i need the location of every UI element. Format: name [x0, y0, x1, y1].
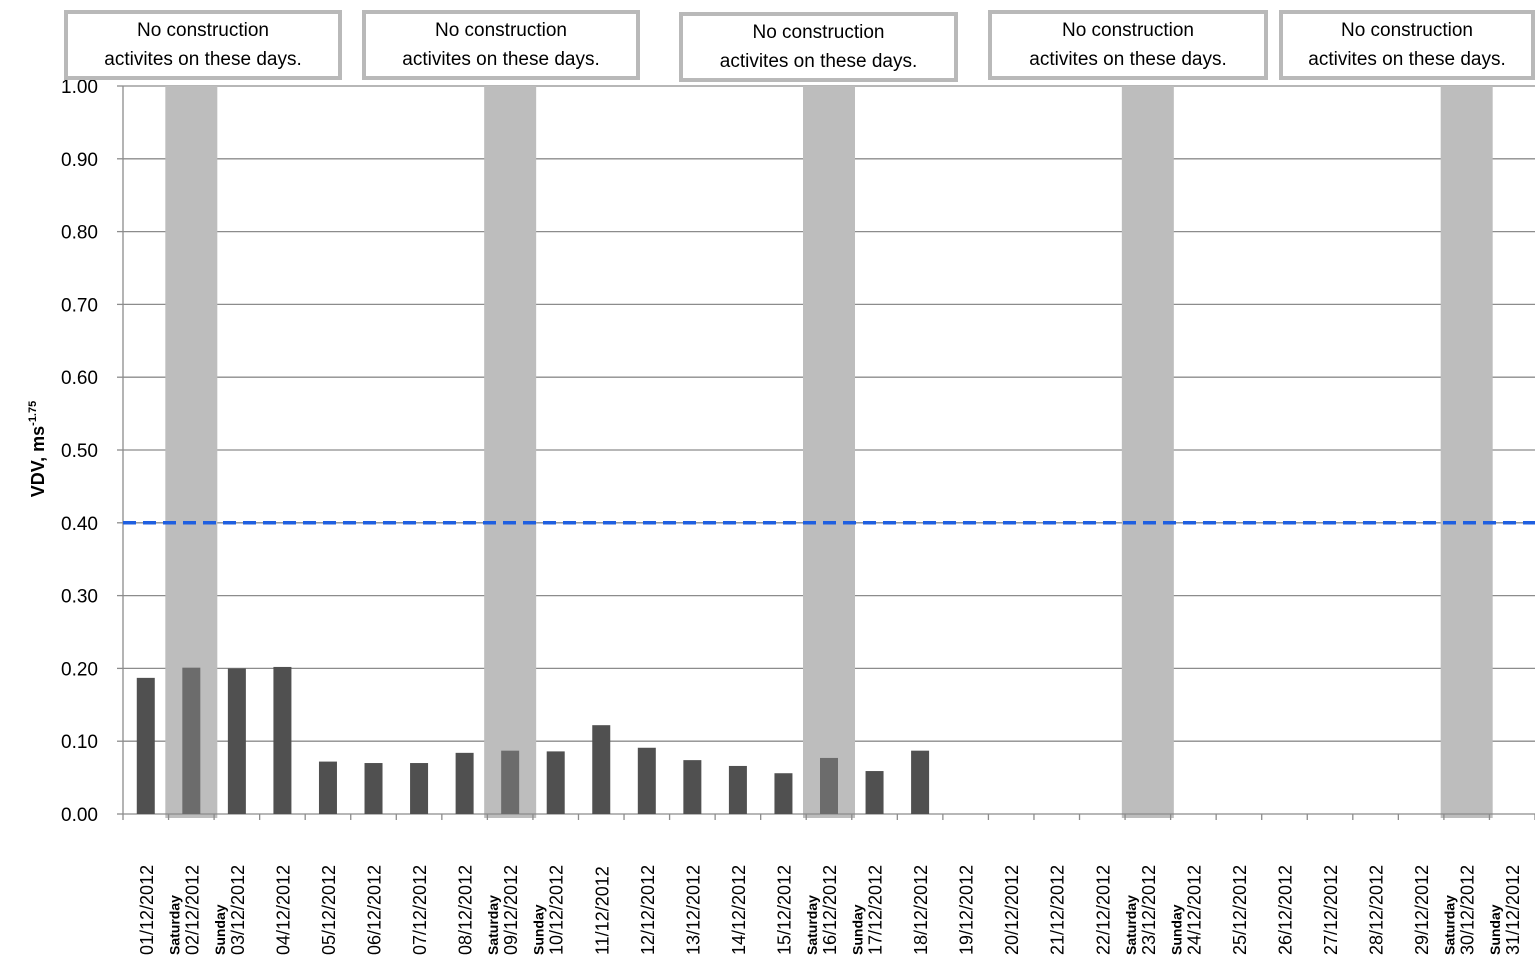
- x-tick-label: 27/12/2012: [1321, 865, 1341, 955]
- x-tick-label: 26/12/2012: [1275, 865, 1295, 955]
- no-construction-callout-4: No construction activites on these days.: [988, 10, 1268, 80]
- bar: [592, 725, 611, 814]
- bar: [501, 750, 520, 814]
- x-tick-label: 06/12/2012: [365, 865, 385, 955]
- bar: [546, 751, 565, 814]
- no-construction-callout-5: No construction activites on these days.: [1279, 10, 1535, 80]
- no-construction-callout-2: No construction activites on these days.: [362, 10, 640, 80]
- x-tick-label: 15/12/2012: [774, 865, 794, 955]
- x-tick-label: 22/12/2012: [1093, 865, 1113, 955]
- x-tick-label: 12/12/2012: [638, 865, 658, 955]
- bar: [273, 666, 292, 814]
- x-tick-label: 17/12/2012: [866, 865, 886, 955]
- bar: [911, 750, 930, 814]
- x-tick-label: 29/12/2012: [1412, 865, 1432, 955]
- bar: [364, 763, 383, 814]
- x-tick-label: 09/12/2012: [501, 865, 521, 955]
- callout-line-2: activites on these days.: [1308, 49, 1506, 70]
- weekday-label: Sunday: [1487, 904, 1503, 955]
- weekday-label: Saturday: [485, 895, 501, 955]
- y-axis-title: VDV, ms-1.75: [27, 401, 48, 497]
- weekday-label: Saturday: [804, 895, 820, 955]
- y-axis-title-superscript: -1.75: [27, 401, 39, 426]
- bar: [683, 760, 702, 814]
- bar: [136, 677, 155, 814]
- weekday-label: Saturday: [1442, 895, 1458, 955]
- weekday-label: Saturday: [166, 895, 182, 955]
- callout-line-2: activites on these days.: [1029, 49, 1227, 70]
- bar: [318, 761, 337, 814]
- x-tick-label: 04/12/2012: [273, 865, 293, 955]
- y-tick-label: 0.30: [61, 587, 98, 608]
- x-tick-label: 24/12/2012: [1184, 865, 1204, 955]
- x-tick-label: 01/12/2012: [137, 865, 157, 955]
- y-tick-label: 0.60: [61, 368, 98, 389]
- x-tick-label: 14/12/2012: [729, 865, 749, 955]
- bar: [865, 771, 884, 814]
- x-tick-label: 07/12/2012: [410, 865, 430, 955]
- bar: [410, 763, 429, 814]
- x-tick-label: 20/12/2012: [1002, 865, 1022, 955]
- callout-line-2: activites on these days.: [402, 49, 600, 70]
- weekend-shade: [1440, 86, 1493, 818]
- weekday-label: Sunday: [531, 904, 547, 955]
- bar: [774, 773, 793, 814]
- callout-line-1: No construction: [136, 20, 269, 41]
- x-tick-label: 18/12/2012: [911, 865, 931, 955]
- y-axis-title-main: VDV, ms: [28, 426, 48, 497]
- y-tick-label: 0.70: [61, 295, 98, 316]
- x-tick-label: 19/12/2012: [957, 865, 977, 955]
- bar: [455, 752, 474, 814]
- y-tick-label: 0.80: [61, 223, 98, 244]
- no-construction-callout-1: No construction activites on these days.: [64, 10, 342, 80]
- x-tick-label: 23/12/2012: [1139, 865, 1159, 955]
- weekend-shade: [484, 86, 537, 818]
- x-tick-label: 28/12/2012: [1367, 865, 1387, 955]
- x-tick-label: 10/12/2012: [547, 865, 567, 955]
- x-tick-label: 16/12/2012: [820, 865, 840, 955]
- weekday-label: Sunday: [1168, 904, 1184, 955]
- y-tick-label: 0.90: [61, 150, 98, 171]
- y-tick-label: 0.50: [61, 441, 98, 462]
- callout-line-2: activites on these days.: [104, 49, 302, 70]
- y-tick-label: 0.20: [61, 659, 98, 680]
- x-tick-label: 02/12/2012: [182, 865, 202, 955]
- no-construction-callout-3: No construction activites on these days.: [679, 12, 958, 82]
- x-tick-label: 25/12/2012: [1230, 865, 1250, 955]
- callout-line-1: No construction: [1340, 20, 1473, 41]
- callout-line-1: No construction: [434, 20, 567, 41]
- bar: [637, 747, 656, 814]
- callout-line-2: activites on these days.: [719, 51, 918, 72]
- weekend-shade: [1121, 86, 1174, 818]
- y-tick-label: 0.00: [61, 805, 98, 826]
- bar: [182, 667, 201, 814]
- x-tick-label: 21/12/2012: [1048, 865, 1068, 955]
- weekday-label: Sunday: [212, 904, 228, 955]
- x-tick-label: 11/12/2012: [592, 866, 612, 955]
- x-tick-label: 13/12/2012: [683, 865, 703, 955]
- bar: [728, 765, 747, 814]
- x-tick-label: 03/12/2012: [228, 865, 248, 955]
- bar: [227, 668, 246, 814]
- x-tick-label: 05/12/2012: [319, 865, 339, 955]
- y-tick-label: 0.10: [61, 732, 98, 753]
- x-tick-label: 31/12/2012: [1503, 865, 1523, 955]
- y-tick-label: 0.40: [61, 514, 98, 535]
- weekday-label: Sunday: [850, 904, 866, 955]
- x-tick-label: 30/12/2012: [1458, 865, 1478, 955]
- y-tick-label: 1.00: [61, 77, 98, 98]
- x-tick-label: 08/12/2012: [456, 865, 476, 955]
- callout-line-1: No construction: [1061, 20, 1194, 41]
- bar: [820, 757, 838, 814]
- weekend-shade: [803, 86, 855, 818]
- callout-line-1: No construction: [752, 22, 885, 43]
- weekday-label: Saturday: [1123, 895, 1139, 955]
